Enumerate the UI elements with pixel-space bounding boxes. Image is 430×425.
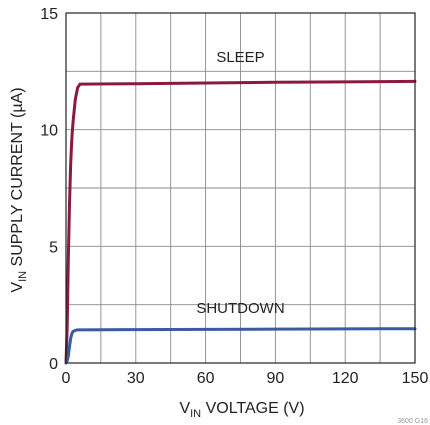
plot-frame	[65, 12, 416, 364]
x-tick-label: 0	[62, 370, 71, 387]
x-tick-label: 60	[197, 370, 215, 387]
series-line-shutdown	[64, 327, 417, 365]
y-tick-label: 10	[40, 123, 58, 140]
annotations: SLEEP SHUTDOWN	[196, 49, 284, 317]
series-label-sleep: SLEEP	[216, 49, 264, 66]
y-axis-label-rest: SUPPLY CURRENT (µA)	[9, 87, 26, 270]
series-group	[64, 79, 417, 365]
y-tick-label: 0	[49, 356, 58, 373]
x-tick-label: 120	[332, 370, 359, 387]
x-axis-label: VIN VOLTAGE (V)	[179, 400, 304, 420]
y-axis-label-sub: IN	[17, 271, 29, 282]
y-tick-label: 15	[40, 6, 58, 23]
grid	[66, 13, 415, 363]
series-label-shutdown: SHUTDOWN	[196, 300, 284, 317]
x-axis-label-sub: IN	[190, 408, 201, 420]
x-axis-label-main: V	[179, 400, 190, 417]
y-axis-label: VIN SUPPLY CURRENT (µA)	[9, 87, 29, 292]
x-tick-label: 90	[267, 370, 285, 387]
x-tick-label: 30	[127, 370, 145, 387]
series-line-sleep	[64, 79, 417, 365]
figure-code: 3600 G16	[397, 418, 428, 425]
x-tick-label: 150	[402, 370, 429, 387]
x-axis-label-rest: VOLTAGE (V)	[201, 400, 304, 417]
y-axis-label-main: V	[9, 282, 26, 293]
y-tick-label: 5	[49, 239, 58, 256]
tick-labels: 0 30 60 90 120 150 0 5 10 15	[40, 6, 428, 387]
